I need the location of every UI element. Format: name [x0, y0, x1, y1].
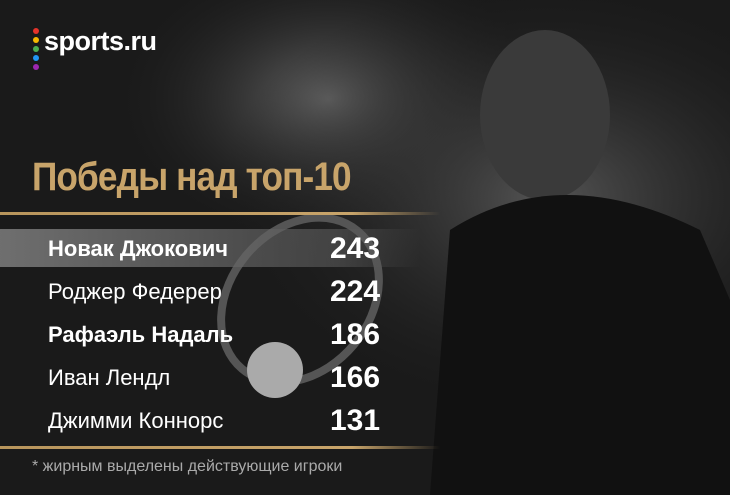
- player-name: Роджер Федерер: [48, 279, 222, 304]
- title: Победы над топ-10: [32, 155, 352, 199]
- player-name: Новак Джокович: [48, 236, 229, 261]
- wins-value: 243: [329, 232, 381, 265]
- logo: sports.ru: [44, 26, 157, 56]
- wins-value: 166: [329, 361, 381, 394]
- logo-dots: [33, 28, 39, 73]
- player-name: Рафаэль Надаль: [48, 322, 234, 347]
- player-name: Иван Лендл: [48, 365, 171, 390]
- table-row: Джимми Коннорс 131: [0, 401, 420, 439]
- wins-value: 131: [329, 404, 381, 437]
- player-name: Джимми Коннорс: [48, 408, 224, 433]
- table-row: Иван Лендл 166: [0, 358, 420, 396]
- wins-value: 224: [329, 275, 381, 308]
- footnote: * жирным выделены действующие игроки: [32, 458, 343, 475]
- table-row: Новак Джокович 243: [0, 229, 420, 267]
- table-row: Рафаэль Надаль 186: [0, 315, 420, 353]
- divider: [0, 446, 440, 449]
- table-row: Роджер Федерер 224: [0, 272, 420, 310]
- divider: [0, 212, 440, 215]
- wins-value: 186: [329, 318, 381, 351]
